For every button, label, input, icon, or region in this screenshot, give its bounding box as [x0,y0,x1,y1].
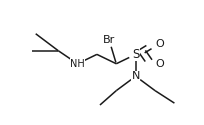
Text: N: N [131,71,140,81]
Text: O: O [155,39,164,49]
Text: Br: Br [103,35,115,45]
Text: O: O [155,59,164,69]
Text: S: S [132,48,139,61]
Text: NH: NH [70,59,85,69]
